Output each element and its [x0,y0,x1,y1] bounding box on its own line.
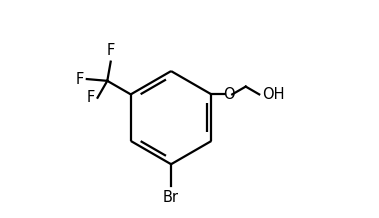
Text: Br: Br [163,190,179,205]
Text: O: O [223,87,235,102]
Text: F: F [76,72,84,87]
Text: F: F [87,90,95,105]
Text: F: F [106,43,115,58]
Text: OH: OH [263,87,285,102]
